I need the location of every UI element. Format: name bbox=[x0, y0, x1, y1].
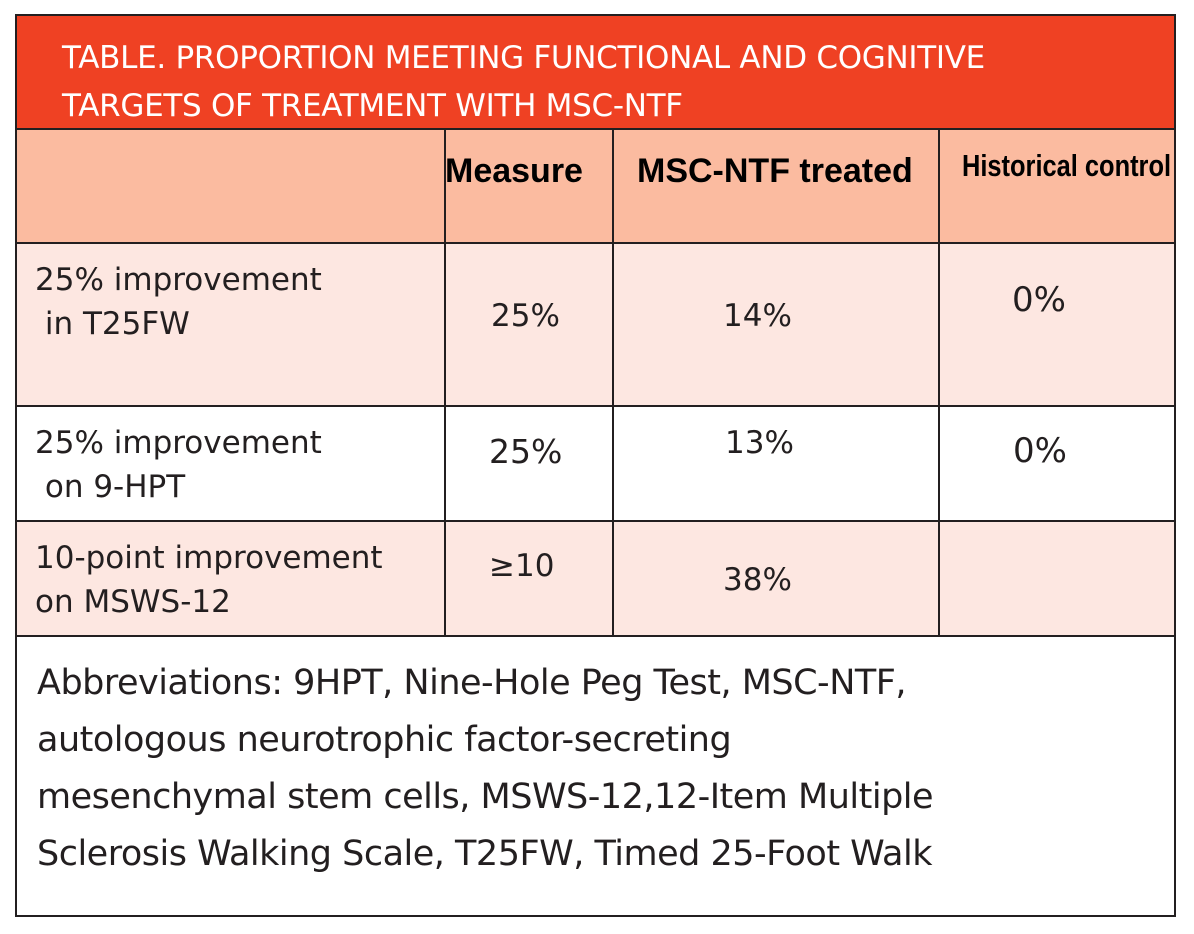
row-label-line-2: on MSWS-12 bbox=[35, 584, 231, 620]
row-label: 10-point improvement on MSWS-12 bbox=[35, 536, 383, 624]
footnote-line-3: mesenchymal stem cells, MSWS-12,12-Item … bbox=[37, 777, 934, 817]
cell-treated: 14% bbox=[723, 298, 792, 334]
row-label-line-2: on 9-HPT bbox=[35, 469, 186, 505]
table-row: 10-point improvement on MSWS-12 ≥10 38% bbox=[17, 522, 1174, 637]
cell-control: 0% bbox=[1013, 431, 1067, 471]
footnote-line-1: Abbreviations: 9HPT, Nine-Hole Peg Test,… bbox=[37, 663, 907, 703]
cell-measure: ≥10 bbox=[489, 548, 555, 584]
table-title-bar: TABLE. PROPORTION MEETING FUNCTIONAL AND… bbox=[17, 16, 1174, 130]
table-title: TABLE. PROPORTION MEETING FUNCTIONAL AND… bbox=[62, 34, 1162, 130]
row-label: 25% improvement in T25FW bbox=[35, 258, 322, 346]
footnote-line-4: Sclerosis Walking Scale, T25FW, Timed 25… bbox=[37, 834, 932, 874]
abbreviations-footnote: Abbreviations: 9HPT, Nine-Hole Peg Test,… bbox=[37, 655, 1147, 883]
row-label: 25% improvement on 9-HPT bbox=[35, 421, 322, 509]
cell-measure: 25% bbox=[489, 432, 563, 471]
footer-divider bbox=[17, 635, 1174, 637]
column-divider bbox=[938, 130, 940, 637]
header-msc-ntf-treated: MSC-NTF treated bbox=[637, 152, 913, 190]
row-label-line-1: 25% improvement bbox=[35, 262, 322, 298]
header-historical-control: Historical control bbox=[962, 148, 1172, 183]
row-label-line-1: 10-point improvement bbox=[35, 540, 383, 576]
column-divider bbox=[444, 130, 446, 637]
header-measure: Measure bbox=[445, 152, 583, 190]
cell-measure: 25% bbox=[491, 298, 560, 334]
cell-treated: 13% bbox=[725, 425, 794, 461]
row-label-line-2: in T25FW bbox=[35, 306, 190, 342]
cell-treated: 38% bbox=[723, 562, 792, 598]
table-frame bbox=[15, 14, 1176, 917]
title-line-2: TARGETS OF TREATMENT WITH MSC-NTF bbox=[62, 88, 683, 124]
row-label-line-1: 25% improvement bbox=[35, 425, 322, 461]
table-row: 25% improvement on 9-HPT 25% 13% 0% bbox=[17, 407, 1174, 522]
table-row: 25% improvement in T25FW 25% 14% 0% bbox=[17, 244, 1174, 407]
column-divider bbox=[612, 130, 614, 637]
footnote-line-2: autologous neurotrophic factor-secreting bbox=[37, 720, 732, 760]
cell-control: 0% bbox=[1012, 280, 1066, 320]
table-header-row: Measure MSC-NTF treated Historical contr… bbox=[17, 130, 1174, 244]
title-line-1: TABLE. PROPORTION MEETING FUNCTIONAL AND… bbox=[62, 40, 985, 76]
